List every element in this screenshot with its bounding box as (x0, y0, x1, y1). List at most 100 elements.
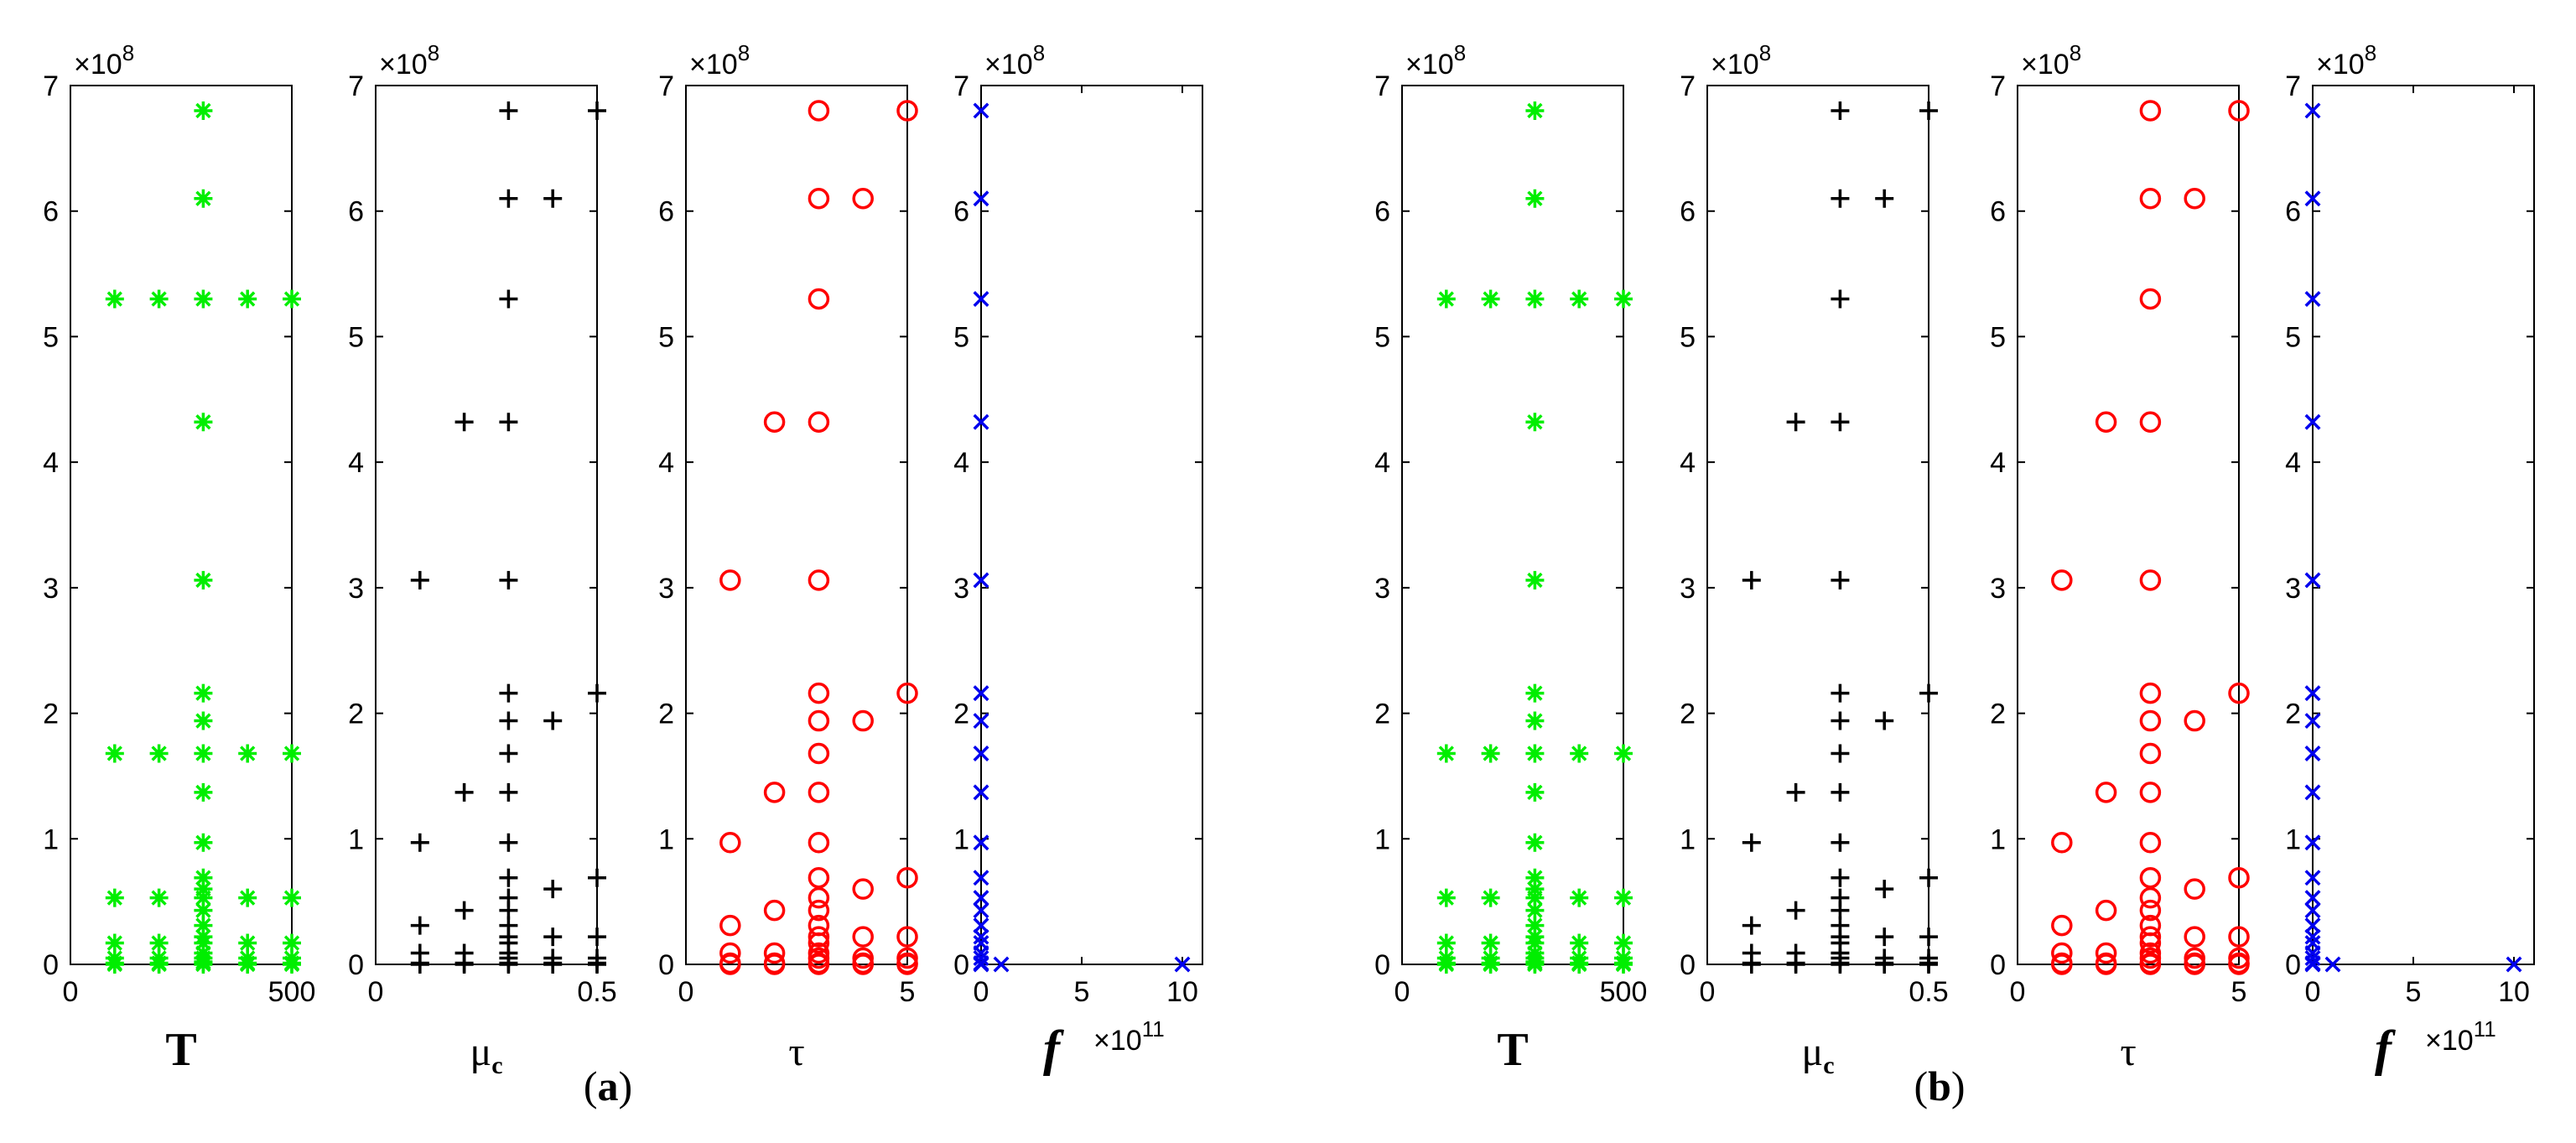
data-point (2304, 902, 2321, 919)
data-point (1786, 413, 1805, 432)
data-point (973, 713, 989, 730)
x-tick-label: 0 (1394, 976, 1410, 1008)
y-tick-label: 1 (2285, 823, 2301, 855)
data-point (499, 782, 518, 802)
axes-box (685, 85, 908, 965)
x-tick-label: 0 (63, 976, 79, 1008)
data-point (2228, 866, 2250, 889)
data-point (2095, 953, 2117, 975)
x-tick-label: 5 (2231, 976, 2247, 1008)
data-point (808, 782, 830, 803)
subplot-3: 0 1 2 3 4 5 6 7 ×108 0 5 τ (658, 40, 918, 1074)
data-point (852, 926, 874, 948)
data-point (719, 953, 741, 975)
data-points (719, 100, 918, 975)
data-point (973, 834, 989, 851)
data-point (808, 682, 830, 704)
data-point (1919, 927, 1938, 947)
data-point (2184, 878, 2205, 900)
y-tick-label: 4 (1374, 447, 1390, 479)
y-tick-label: 0 (658, 949, 674, 981)
y-exponent-label: ×108 (2316, 40, 2376, 81)
data-point (2304, 950, 2321, 966)
data-point (1436, 888, 1456, 907)
data-point (499, 413, 518, 432)
x-tick-label: 10 (1166, 976, 1198, 1008)
data-point (194, 955, 213, 974)
data-point (808, 742, 830, 765)
data-point (543, 711, 563, 730)
y-tick-label: 2 (348, 699, 364, 730)
data-point (2304, 685, 2321, 702)
data-point (1525, 101, 1545, 120)
data-point (1742, 916, 1761, 935)
y-tick-label: 5 (658, 321, 674, 353)
data-point (1525, 901, 1545, 920)
panel-label-b: (b) (1914, 1062, 1965, 1109)
y-tick-label: 2 (1374, 699, 1390, 730)
y-tick-label: 6 (43, 196, 59, 228)
data-point (808, 953, 830, 975)
data-point (1614, 888, 1633, 907)
x-tick-label: 500 (1600, 976, 1648, 1008)
data-point (238, 289, 257, 309)
y-tick-label: 2 (43, 699, 59, 730)
data-point (973, 890, 989, 907)
x-exponent-label: ×1011 (1093, 1016, 1165, 1057)
y-tick-label: 3 (953, 573, 969, 605)
data-point (852, 187, 874, 210)
data-point (2184, 926, 2205, 948)
data-point (194, 933, 213, 953)
data-point (2095, 411, 2117, 433)
y-tick-label: 5 (953, 321, 969, 353)
y-tick-label: 7 (1990, 70, 2006, 102)
data-point (1525, 916, 1545, 935)
y-tick-label: 4 (2285, 447, 2301, 479)
data-point (1525, 413, 1545, 432)
y-tick-label: 5 (1990, 321, 2006, 353)
y-tick-label: 6 (1990, 196, 2006, 228)
data-point (2506, 956, 2522, 973)
data-point (1570, 933, 1589, 953)
data-point (283, 289, 301, 309)
data-point (238, 888, 257, 907)
x-tick-label: 5 (900, 976, 916, 1008)
x-axis-label: T (1497, 1024, 1528, 1076)
data-point (105, 933, 124, 953)
data-point (852, 878, 874, 900)
data-point (973, 745, 989, 761)
y-tick-label: 3 (1680, 573, 1696, 605)
y-exponent-label: ×108 (2021, 40, 2081, 81)
subplot-4: 0 1 2 3 4 5 6 7 ×108 0 5 10×1011 f (953, 40, 1203, 1076)
y-tick-label: 1 (1374, 823, 1390, 855)
x-tick-label: 5 (1074, 976, 1090, 1008)
data-point (2304, 870, 2321, 886)
data-point (973, 413, 989, 430)
data-point (973, 950, 989, 966)
axes-box (1401, 85, 1624, 965)
x-tick-label: 0 (2305, 976, 2321, 1008)
x-tick-label: 0 (2010, 976, 2026, 1008)
subplot-1: 0 1 2 3 4 5 6 7 ×108 0 500 T (43, 40, 315, 1076)
y-exponent-label: ×108 (379, 40, 439, 81)
y-tick-label: 6 (348, 196, 364, 228)
data-point (973, 685, 989, 702)
data-point (1525, 782, 1545, 802)
data-point (763, 782, 786, 803)
panel-label-a: (a) (584, 1062, 632, 1109)
data-point (1481, 955, 1500, 974)
data-point (499, 189, 518, 208)
data-point (2051, 832, 2073, 854)
data-point (808, 932, 830, 954)
data-point (149, 955, 169, 974)
data-point (763, 953, 786, 975)
data-point (763, 899, 786, 922)
data-point (2139, 932, 2162, 954)
data-point (2139, 899, 2162, 922)
data-point (2139, 411, 2162, 433)
y-tick-label: 1 (348, 823, 364, 855)
data-point (2304, 890, 2321, 907)
data-point (2304, 784, 2321, 801)
data-points (2304, 102, 2522, 973)
data-point (454, 955, 474, 974)
